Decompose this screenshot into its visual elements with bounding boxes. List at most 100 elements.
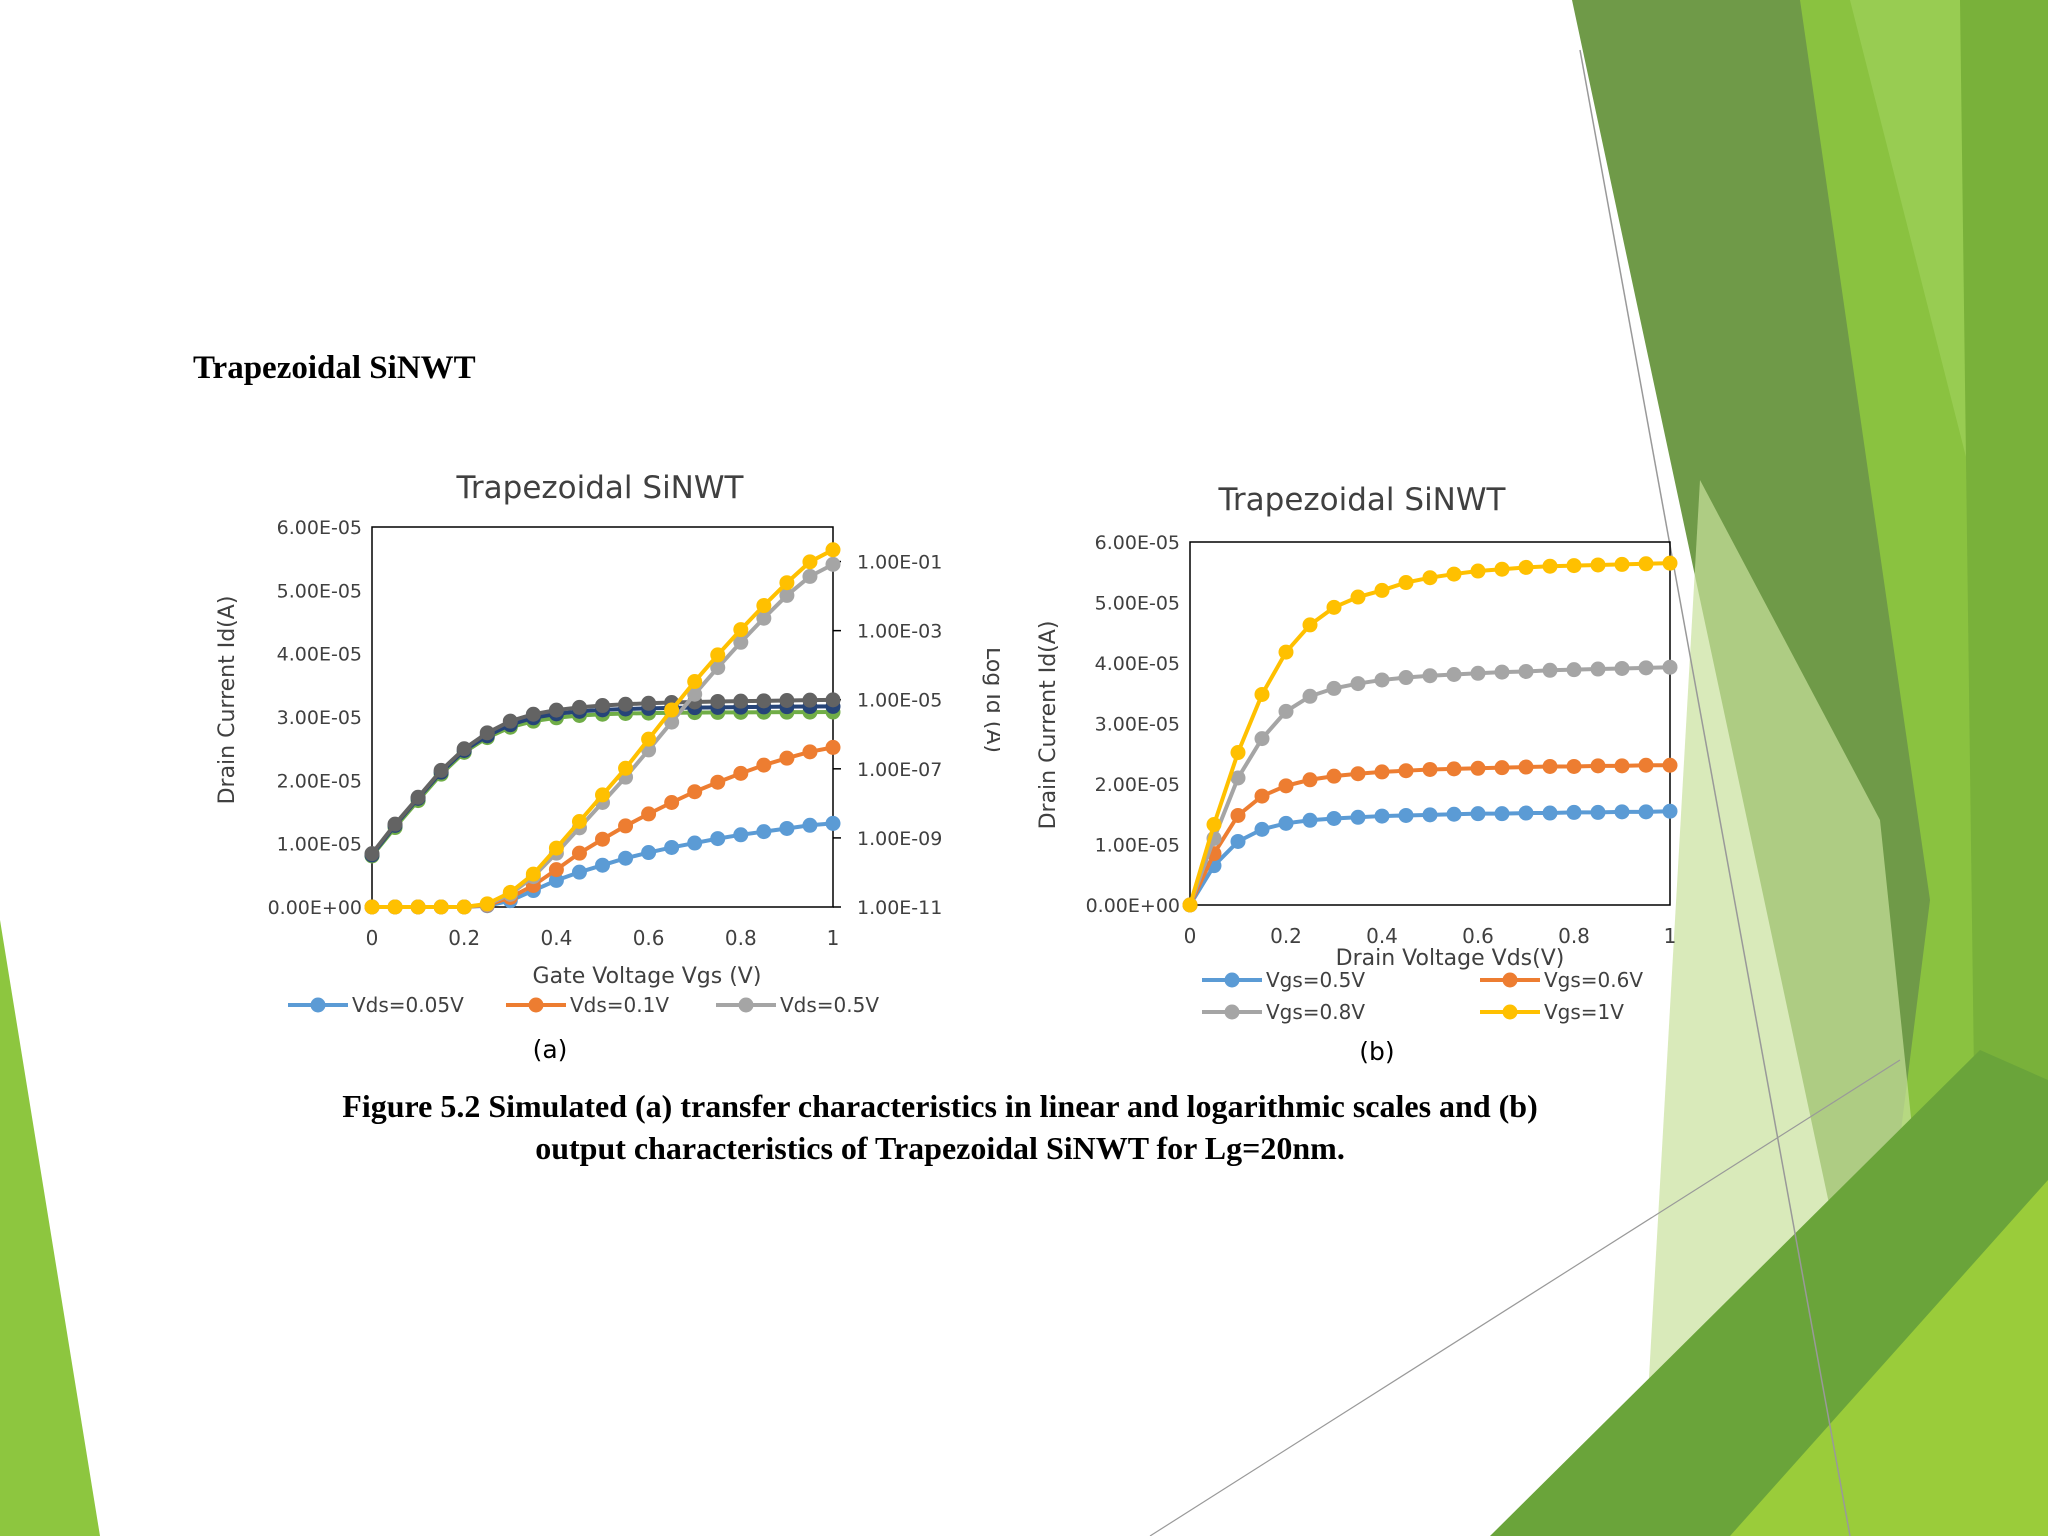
a-series-point-2 [733, 634, 749, 650]
a-series-point-6 [525, 706, 541, 722]
chart-b-x-tick-labels: 0 0.2 0.4 0.6 0.8 1 [1184, 924, 1677, 948]
a-x-tick-label: 0.6 [633, 926, 665, 950]
a-y2-tick-label: 1.00E-09 [857, 828, 942, 850]
a-series-point-1 [664, 795, 680, 810]
a-series-point-6 [825, 692, 841, 708]
b-series-point-1 [1518, 759, 1534, 775]
a-x-tick-label: 0 [366, 926, 379, 950]
a-series-point-1 [733, 765, 749, 781]
a-series-point-3 [733, 622, 749, 638]
b-series-point-1 [1326, 768, 1342, 784]
chart-b-output: Trapezoidal SiNWT 0.00E+00 1.00E-05 2.00E-… [1036, 482, 1678, 1066]
a-series-point-3 [595, 787, 610, 803]
chart-a-y-tick-labels: 0.00E+00 1.00E-05 2.00E-05 3.00E-05 4.00E-05… [268, 517, 362, 919]
a-series-point-3 [618, 760, 634, 776]
a-series-point-3 [387, 899, 403, 915]
a-y2-tick-label: 1.00E-03 [857, 621, 942, 643]
chart-a-ylabel: Drain Current Id(A) [215, 596, 240, 805]
b-series-point-0 [1662, 803, 1678, 819]
b-series-point-2 [1398, 670, 1414, 686]
a-series-point-0 [733, 827, 749, 843]
a-legend-marker [528, 997, 544, 1013]
b-series-point-2 [1230, 770, 1246, 786]
a-series-point-3 [802, 554, 818, 570]
b-series-point-0 [1374, 808, 1390, 824]
b-series-point-2 [1254, 731, 1270, 747]
a-series-point-0 [664, 839, 680, 855]
b-series-point-0 [1230, 833, 1246, 849]
b-y-tick-label: 6.00E-05 [1095, 532, 1180, 554]
b-series-point-2 [1590, 661, 1606, 677]
a-series-point-2 [710, 660, 726, 676]
b-series-point-0 [1422, 807, 1438, 823]
a-x-tick-label: 0.8 [725, 926, 757, 950]
a-series-point-0 [618, 850, 634, 866]
a-series-point-1 [641, 806, 657, 822]
b-series-point-2 [1566, 662, 1582, 678]
b-series-point-3 [1470, 563, 1486, 579]
a-x-tick-label: 0.4 [540, 926, 572, 950]
a-y-tick-label: 5.00E-05 [277, 580, 362, 602]
a-series-point-6 [641, 695, 657, 711]
b-series-point-0 [1278, 815, 1294, 831]
a-series-point-3 [664, 702, 680, 718]
b-series-point-3 [1590, 557, 1606, 573]
a-y2-tick-label: 1.00E-07 [857, 759, 942, 781]
chart-a-series [364, 542, 841, 915]
a-series-point-3 [710, 647, 726, 663]
b-x-tick-label: 1 [1664, 924, 1677, 948]
a-y-tick-label: 1.00E-05 [277, 834, 362, 856]
caption-line-2: output characteristics of Trapezoidal Si… [535, 1130, 1345, 1166]
b-series-point-2 [1422, 668, 1438, 684]
b-series-point-2 [1518, 663, 1534, 679]
b-series-point-2 [1614, 660, 1630, 676]
b-series-point-3 [1182, 897, 1198, 913]
a-series-point-1 [825, 739, 841, 755]
b-series-point-0 [1326, 810, 1342, 826]
a-series-point-6 [618, 696, 634, 712]
b-series-point-3 [1302, 617, 1318, 633]
b-series-point-1 [1374, 764, 1390, 780]
b-y-tick-label: 1.00E-05 [1095, 835, 1180, 857]
b-series-point-3 [1662, 555, 1678, 571]
a-series-point-1 [779, 750, 795, 766]
b-series-point-3 [1278, 644, 1294, 660]
a-series-point-1 [710, 774, 726, 790]
b-x-tick-label: 0.8 [1558, 924, 1590, 948]
a-series-point-3 [641, 731, 657, 747]
a-series-point-6 [710, 693, 726, 709]
chart-a-y2-tick-labels: 1.00E-11 1.00E-09 1.00E-07 1.00E-05 1.00E-03… [833, 552, 942, 919]
a-series-point-3 [825, 542, 841, 558]
b-series-point-0 [1542, 805, 1558, 821]
b-series-point-0 [1590, 804, 1606, 820]
b-series-point-1 [1446, 761, 1462, 777]
a-series-point-2 [779, 587, 795, 603]
a-series-point-3 [364, 899, 380, 915]
b-y-tick-label: 4.00E-05 [1095, 653, 1180, 675]
b-series-point-0 [1302, 812, 1318, 828]
chart-b-panel-label: (b) [1359, 1037, 1394, 1066]
a-series-point-3 [779, 575, 795, 591]
b-legend-label: Vgs=0.8V [1266, 1000, 1365, 1024]
green-band-bottom-light [1730, 1180, 2048, 1536]
a-series-point-6 [779, 692, 795, 708]
a-legend-label: Vds=0.1V [570, 993, 669, 1017]
chart-a-transfer: Trapezoidal SiNWT 0.00E+00 1.00E-05 2.00E-… [215, 470, 1000, 1064]
b-x-tick-label: 0.6 [1462, 924, 1494, 948]
a-y-tick-label: 6.00E-05 [277, 517, 362, 539]
a-x-tick-label: 0.2 [448, 926, 480, 950]
b-series-point-2 [1638, 660, 1654, 676]
a-series-point-0 [687, 835, 703, 851]
b-series-point-2 [1446, 666, 1462, 682]
b-series-point-1 [1470, 760, 1486, 776]
a-series-point-3 [456, 899, 472, 915]
a-y2-tick-label: 1.00E-05 [857, 690, 942, 712]
b-legend-label: Vgs=1V [1544, 1000, 1624, 1024]
b-series-point-3 [1350, 589, 1366, 605]
b-series-point-1 [1398, 763, 1414, 779]
a-series-point-1 [802, 744, 818, 760]
chart-a-y2label: Log Id (A) [981, 647, 1000, 753]
a-series-point-3 [756, 598, 772, 614]
a-series-point-6 [802, 692, 818, 708]
